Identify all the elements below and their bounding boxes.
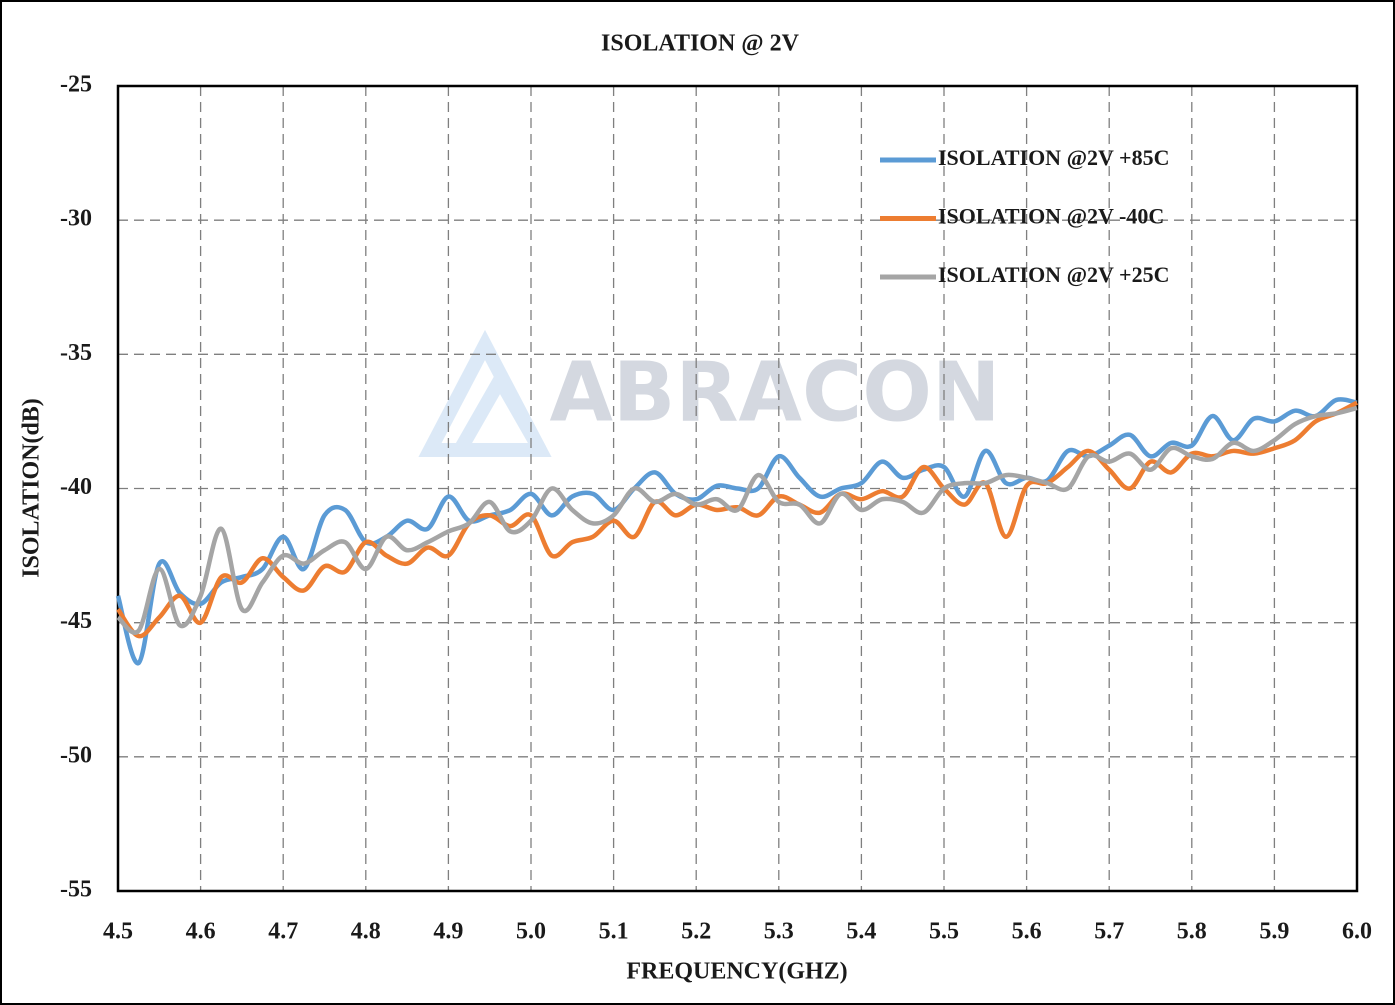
x-tick-label: 5.1 <box>599 919 629 945</box>
x-tick-label: 5.7 <box>1094 919 1124 945</box>
y-tick-label: -25 <box>60 72 92 98</box>
y-tick-label: -30 <box>60 206 92 232</box>
x-tick-label: 4.8 <box>351 919 381 945</box>
logo-shape <box>418 329 552 457</box>
y-tick-label: -50 <box>60 742 92 768</box>
watermark: ABRACON <box>549 345 1000 440</box>
x-tick-label: 5.5 <box>929 919 959 945</box>
x-tick-label: 4.6 <box>186 919 216 945</box>
y-tick-label: -40 <box>60 474 92 500</box>
x-tick-label: 6.0 <box>1342 919 1372 945</box>
legend-label: ISOLATION @2V +25C <box>938 262 1169 287</box>
series-line <box>115 397 1358 666</box>
y-tick-label: -45 <box>60 608 92 634</box>
x-axis-title: FREQUENCY(GHZ) <box>626 959 847 985</box>
series-line <box>116 405 1358 635</box>
x-tick-label: 4.5 <box>103 919 133 945</box>
x-tick-label: 5.9 <box>1259 919 1289 945</box>
x-tick-label: 4.7 <box>268 919 298 945</box>
watermark-logo <box>418 329 552 457</box>
x-tick-label: 5.6 <box>1012 919 1042 945</box>
plot-frame <box>116 84 1359 893</box>
y-tick-label: -35 <box>60 340 92 366</box>
x-tick-label: 5.2 <box>681 919 711 945</box>
legend-label: ISOLATION @2V -40C <box>938 204 1164 229</box>
y-tick-label: -55 <box>60 877 92 903</box>
y-axis-title: ISOLATION(dB) <box>19 398 45 578</box>
x-tick-label: 5.0 <box>516 919 546 945</box>
legend-label: ISOLATION @2V +85C <box>938 145 1169 170</box>
x-tick-label: 5.3 <box>764 919 794 945</box>
x-tick-label: 5.4 <box>846 919 876 945</box>
chart-title: ISOLATION @ 2V <box>601 31 800 57</box>
logo-shape <box>453 365 547 454</box>
x-tick-label: 5.8 <box>1177 919 1207 945</box>
x-tick-label: 4.9 <box>433 919 463 945</box>
